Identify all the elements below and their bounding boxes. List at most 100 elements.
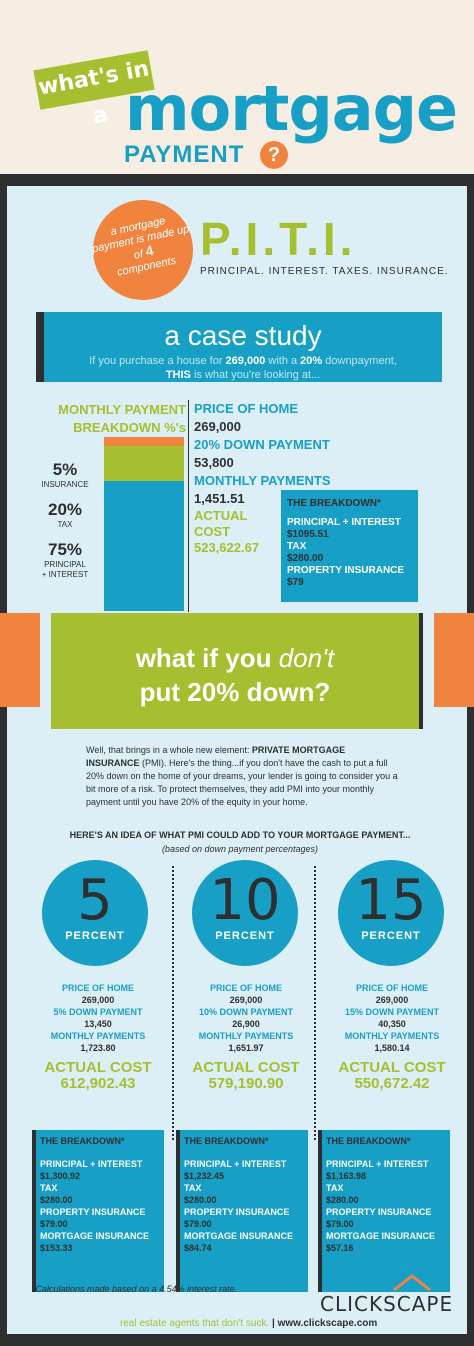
monthly-label: MONTHLY PAYMENTS [50,1031,146,1041]
mp-label-2: BREAKDOWN %'s [73,420,186,435]
actual-label: ACTUAL COST [44,1059,152,1076]
price-value: 269,000 [375,995,409,1005]
pi-label: PRINCIPAL + INTEREST [40,1159,143,1169]
tax-value: $280.00 [40,1195,73,1205]
tax-pct: 20% [47,500,83,519]
case-text-2: with a [265,355,301,367]
actual-cost: 523,622.67 [194,540,260,555]
ins-value: $79.00 [326,1219,354,1229]
monthly-value: 1,580.14 [374,1043,410,1053]
mi-label: MORTGAGE INSURANCE [40,1231,150,1241]
tax-label: TAX [326,1183,344,1193]
case-text-4: is what you're looking at... [190,369,321,381]
pi-value: $1,300.92 [40,1171,81,1181]
summary-column: PRICE OF HOME 269,000 20% DOWN PAYMENT 5… [194,400,374,555]
percent-circle: 10 PERCENT [192,860,298,966]
case-study-box: a case study If you purchase a house for… [36,312,442,382]
scenario-15-breakdown: THE BREAKDOWN* PRINCIPAL + INTEREST $1,1… [318,1130,450,1292]
down-label: 10% DOWN PAYMENT [198,1007,294,1017]
question-mark-icon: ? [260,141,288,169]
price-label: PRICE OF HOME [61,983,134,993]
para-2: (PMI). Here's the thing...if you don't h… [86,758,398,807]
price-label: PRICE OF HOME [355,983,428,993]
breakdown-title: THE BREAKDOWN* [326,1136,411,1146]
percent-number: 10 [209,868,281,933]
bd-ins-label: PROPERTY INSURANCE [287,565,405,576]
para-1: Well, that brings in a whole new element… [86,745,252,755]
down-label: 15% DOWN PAYMENT [344,1007,440,1017]
header-title: mortgage [125,72,458,145]
pi-name-2: + INTEREST [41,570,89,579]
mp-label-1: MONTHLY PAYMENT [58,402,186,417]
actual-label: ACTUAL COST [338,1059,446,1076]
bd-pi-label: PRINCIPAL + INTEREST [287,517,401,528]
monthly-label: MONTHLY PAYMENTS [344,1031,440,1041]
bd-ins-value: $79 [287,577,304,588]
price-label: PRICE OF HOME [194,401,299,416]
pi-value: $1,232.45 [184,1171,225,1181]
ins-value: $79.00 [40,1219,68,1229]
piti-subtitle: PRINCIPAL. INTEREST. TAXES. INSURANCE. [200,266,449,277]
footnote: *Calculations made based on a 4.54% inte… [32,1284,238,1294]
tagline-text: real estate agents that don't suck. [120,1318,270,1329]
scenario-5-breakdown: THE BREAKDOWN* PRINCIPAL + INTEREST $1,3… [32,1130,164,1292]
percent-circle: 15 PERCENT [338,860,444,966]
piti-title: P.I.T.I. [200,213,357,265]
monthly-label: MONTHLY PAYMENTS [194,473,331,488]
what-if-band: what if you don't put 20% down? [51,613,423,729]
pi-label: PRINCIPAL + INTEREST [184,1159,287,1169]
down-value: 26,900 [232,1019,260,1029]
actual-value: 612,902.43 [60,1075,136,1092]
breakdown-title: THE BREAKDOWN* [40,1136,125,1146]
down-value: 13,450 [84,1019,112,1029]
mi-label: MORTGAGE INSURANCE [184,1231,294,1241]
band-left-accent [0,613,40,707]
pi-pct: 75% [47,540,83,559]
price-value: 269,000 [194,419,241,434]
band-em: don't [278,643,335,673]
idea-subheading: (based on down payment percentages) [161,844,319,854]
tax-value: $280.00 [326,1195,359,1205]
piti-circle-number: 4 [143,242,155,260]
case-text-3: downpayment, [322,355,397,367]
insurance-pct: 5% [52,460,78,479]
idea-heading: HERE'S AN IDEA OF WHAT PMI COULD ADD TO … [69,830,411,840]
monthly-label: MONTHLY PAYMENTS [198,1031,294,1041]
ins-label: PROPERTY INSURANCE [184,1207,290,1217]
actual-value: 579,190.90 [208,1075,284,1092]
down-label: 20% DOWN PAYMENT [194,437,330,452]
bd-tax-value: $280.00 [287,553,324,564]
actual-label-2: COST [194,524,231,539]
mi-value: $57.16 [326,1243,354,1253]
price-value: 269,000 [229,995,263,1005]
pmi-paragraph: Well, that brings in a whole new element… [86,744,398,809]
mi-label: MORTGAGE INSURANCE [326,1231,436,1241]
bar-insurance [104,437,184,446]
pi-name: PRINCIPAL [44,560,86,569]
breakdown-box: THE BREAKDOWN* PRINCIPAL + INTEREST $109… [281,490,418,602]
band-text: what if you don't put 20% down? [51,641,419,709]
percent-circle: 5 PERCENT [42,860,148,966]
percent-label: PERCENT [215,930,275,942]
header-subtitle: PAYMENT [124,141,245,168]
actual-label-1: ACTUAL [194,508,248,523]
band-line1: what if you [135,643,279,673]
website-link[interactable]: | www.clickscape.com [272,1318,378,1329]
house-roof-icon [393,1274,431,1292]
column-divider [314,866,316,1140]
breakdown-title: THE BREAKDOWN* [287,498,381,509]
mi-value: $84.74 [184,1243,212,1253]
ins-label: PROPERTY INSURANCE [326,1207,432,1217]
case-down: 20% [300,355,323,367]
pi-legend: 75% PRINCIPAL + INTEREST [30,540,100,580]
monthly-value: 1,651.97 [228,1043,264,1053]
band-line2: put 20% down? [139,677,331,707]
down-value: 40,350 [378,1019,406,1029]
column-divider [172,866,174,1140]
insurance-name: INSURANCE [41,480,89,489]
bar-principal-interest [104,481,184,611]
actual-value: 550,672.42 [354,1075,430,1092]
pi-value: $1,163.98 [326,1171,367,1181]
bd-pi-value: $1095.51 [287,529,329,540]
down-value: 53,800 [194,455,234,470]
